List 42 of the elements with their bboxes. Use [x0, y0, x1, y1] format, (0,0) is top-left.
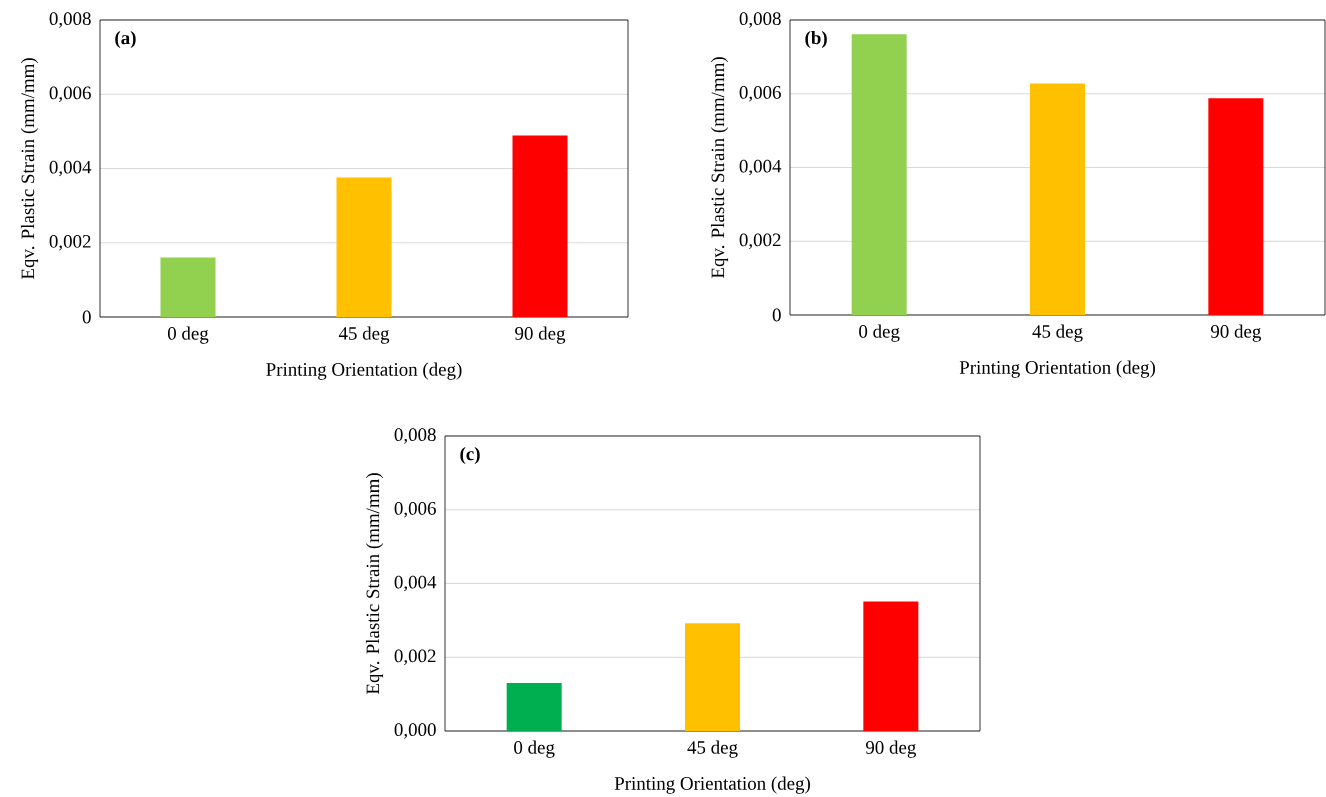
text: (a): [115, 30, 136, 49]
y-tick-label: 0,006: [394, 502, 436, 518]
y-tick-label: 0,002: [394, 649, 436, 665]
text: (b): [805, 30, 827, 49]
y-tick-label: 0,006: [739, 86, 781, 102]
x-tick-label: 90 deg: [515, 326, 566, 344]
bar: [1208, 98, 1264, 315]
x-tick-label: 90 deg: [865, 740, 916, 758]
y-tick-label: 0,004: [49, 160, 92, 177]
bar: [1030, 83, 1086, 315]
y-tick-label: 0,006: [49, 86, 91, 102]
y-tick-label: 0,008: [394, 428, 436, 444]
y-axis-title: Eqv. Plastic Strain (mm/mm): [20, 58, 39, 280]
y-tick-label: 0: [82, 310, 91, 324]
bar: [506, 683, 562, 731]
y-tick-label: 0,004: [394, 575, 437, 592]
y-tick-label: 0,008: [739, 12, 781, 28]
y-tick-label: 0,002: [739, 233, 781, 249]
x-tick-label: 45 deg: [338, 326, 390, 344]
x-tick-label: 0 deg: [514, 740, 555, 758]
x-axis-title: Printing Orientation (deg): [614, 776, 810, 794]
bar: [851, 34, 907, 315]
x-tick-label: 0 deg: [167, 326, 209, 344]
x-tick-label: 45 deg: [687, 740, 738, 758]
x-axis-title: Printing Orientation (deg): [266, 362, 462, 380]
x-tick-label: 0 deg: [859, 324, 900, 342]
y-tick-label: 0,004: [739, 159, 782, 176]
y-tick-label: 0,002: [49, 235, 91, 251]
y-tick-label: 0,000: [394, 723, 436, 739]
bar: [685, 623, 740, 731]
bar: [863, 601, 919, 731]
bar: [512, 135, 568, 317]
y-axis-title: Eqv. Plastic Strain (mm/mm): [365, 473, 384, 695]
y-tick-label: 0: [772, 308, 781, 322]
bar: [160, 257, 216, 317]
bar: [336, 177, 392, 317]
y-axis-title: Eqv. Plastic Strain (mm/mm): [710, 57, 729, 279]
x-axis-title: Printing Orientation (deg): [959, 360, 1155, 378]
x-tick-label: 90 deg: [1210, 324, 1261, 342]
text: (c): [460, 446, 480, 465]
x-tick-label: 45 deg: [1032, 324, 1083, 342]
y-tick-label: 0,008: [49, 12, 91, 28]
